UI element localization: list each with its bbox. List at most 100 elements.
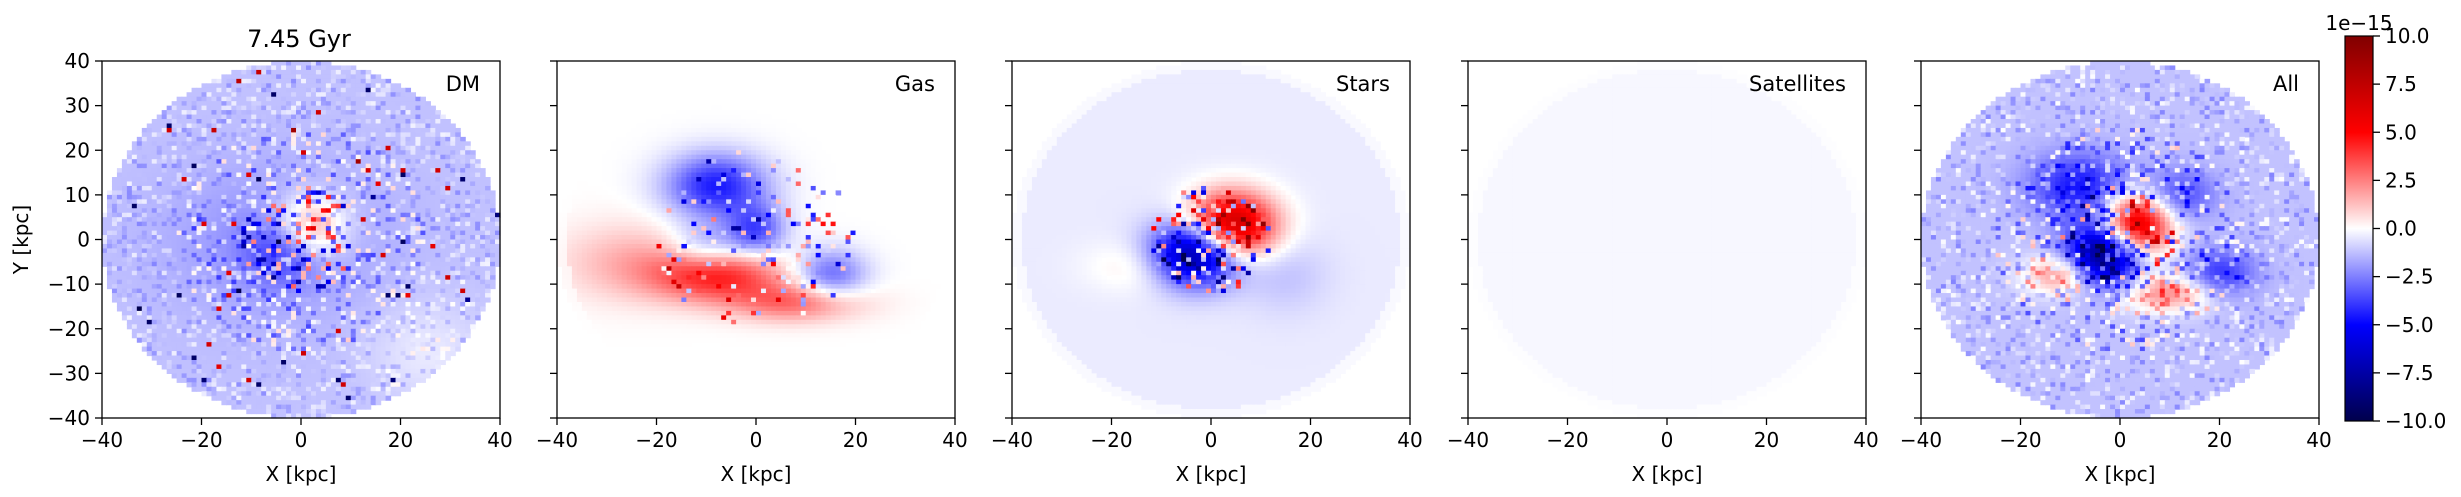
heatmap-cell <box>236 288 242 294</box>
heatmap-cell <box>131 203 138 209</box>
heatmap-cell <box>430 270 436 276</box>
heatmap-cell <box>425 324 431 330</box>
heatmap-cell <box>315 306 322 312</box>
heatmap-cell <box>405 328 412 334</box>
heatmap-cell <box>211 172 218 178</box>
heatmap-cell <box>385 364 392 370</box>
heatmap-cell <box>291 221 297 227</box>
heatmap-cell <box>385 150 392 156</box>
heatmap-cell <box>340 239 347 245</box>
heatmap-cell <box>355 101 362 107</box>
heatmap-cell <box>146 284 153 290</box>
heatmap-cell <box>320 284 327 290</box>
heatmap-cell <box>276 203 282 209</box>
heatmap-cell <box>291 328 297 334</box>
heatmap-cell <box>445 243 451 250</box>
heatmap-cell <box>405 132 412 138</box>
heatmap-cell <box>151 119 158 125</box>
heatmap-cell <box>266 284 272 290</box>
heatmap-cell <box>236 127 242 133</box>
heatmap-cell <box>291 150 297 156</box>
heatmap-cell <box>315 69 322 75</box>
heatmap-cell <box>271 74 277 80</box>
heatmap-cell <box>251 199 257 205</box>
heatmap-cell <box>320 293 327 299</box>
heatmap-cell <box>370 297 377 303</box>
heatmap-cell <box>201 168 208 174</box>
heatmap-cell <box>156 159 163 165</box>
heatmap-cell <box>261 342 267 348</box>
heatmap-cell <box>480 284 486 290</box>
heatmap-cell <box>286 270 292 276</box>
heatmap-cell <box>375 83 382 89</box>
heatmap-cell <box>350 119 357 125</box>
heatmap-cell <box>335 382 342 388</box>
heatmap-cell <box>450 190 456 196</box>
heatmap-cell <box>350 123 357 129</box>
heatmap-cell <box>296 150 302 156</box>
heatmap-cell <box>310 373 317 379</box>
heatmap-cell <box>102 243 108 250</box>
heatmap-cell <box>340 297 347 303</box>
heatmap-cell <box>460 172 466 178</box>
heatmap-cell <box>236 78 242 84</box>
heatmap-cell <box>281 252 287 258</box>
heatmap-cell <box>345 177 352 183</box>
heatmap-cell <box>156 221 163 227</box>
heatmap-cell <box>171 288 178 294</box>
heatmap-cell <box>305 127 312 133</box>
heatmap-cell <box>271 194 277 200</box>
heatmap-cell <box>296 243 302 250</box>
heatmap-cell <box>266 395 272 401</box>
heatmap-cell <box>236 319 242 325</box>
heatmap-cell <box>375 382 382 388</box>
heatmap-cell <box>271 168 277 174</box>
heatmap-cell <box>216 284 222 290</box>
heatmap-cell <box>216 127 222 133</box>
heatmap-cell <box>151 328 158 334</box>
heatmap-cell <box>271 69 277 75</box>
heatmap-cell <box>370 342 377 348</box>
heatmap-cell <box>325 226 332 232</box>
heatmap-cell <box>226 346 232 352</box>
heatmap-cell <box>211 275 218 281</box>
heatmap-cell <box>465 288 471 294</box>
heatmap-cell <box>151 261 158 267</box>
heatmap-cell <box>121 163 128 169</box>
heatmap-cell <box>176 185 183 192</box>
heatmap-cell <box>271 110 277 116</box>
heatmap-cell <box>310 145 317 151</box>
heatmap-cell <box>206 243 213 250</box>
heatmap-cell <box>415 239 421 245</box>
heatmap-cell <box>430 319 436 325</box>
heatmap-cell <box>151 319 158 325</box>
heatmap-cell <box>166 177 173 183</box>
heatmap-cell <box>310 319 317 325</box>
heatmap-cell <box>365 337 372 343</box>
heatmap-cell <box>460 194 466 200</box>
heatmap-cell <box>310 119 317 125</box>
heatmap-cell <box>350 373 357 379</box>
heatmap-cell <box>206 114 213 120</box>
heatmap-cell <box>430 248 436 254</box>
heatmap-cell <box>261 199 267 205</box>
heatmap-cell <box>176 306 183 312</box>
heatmap-cell <box>296 337 302 343</box>
heatmap-cell <box>365 306 372 312</box>
heatmap-cell <box>385 217 392 223</box>
heatmap-cell <box>475 288 481 294</box>
heatmap-cell <box>345 301 352 308</box>
heatmap-cell <box>370 243 377 250</box>
heatmap-cell <box>445 203 451 209</box>
heatmap-cell <box>231 208 237 214</box>
heatmap-cell <box>206 150 213 156</box>
heatmap-cell <box>196 324 203 330</box>
heatmap-cell <box>340 301 347 308</box>
heatmap-cell <box>325 275 332 281</box>
heatmap-cell <box>261 364 267 370</box>
heatmap-cell <box>286 96 292 102</box>
heatmap-cell <box>490 275 496 281</box>
heatmap-cell <box>171 132 178 138</box>
heatmap-cell <box>196 203 203 209</box>
heatmap-cell <box>365 243 372 250</box>
